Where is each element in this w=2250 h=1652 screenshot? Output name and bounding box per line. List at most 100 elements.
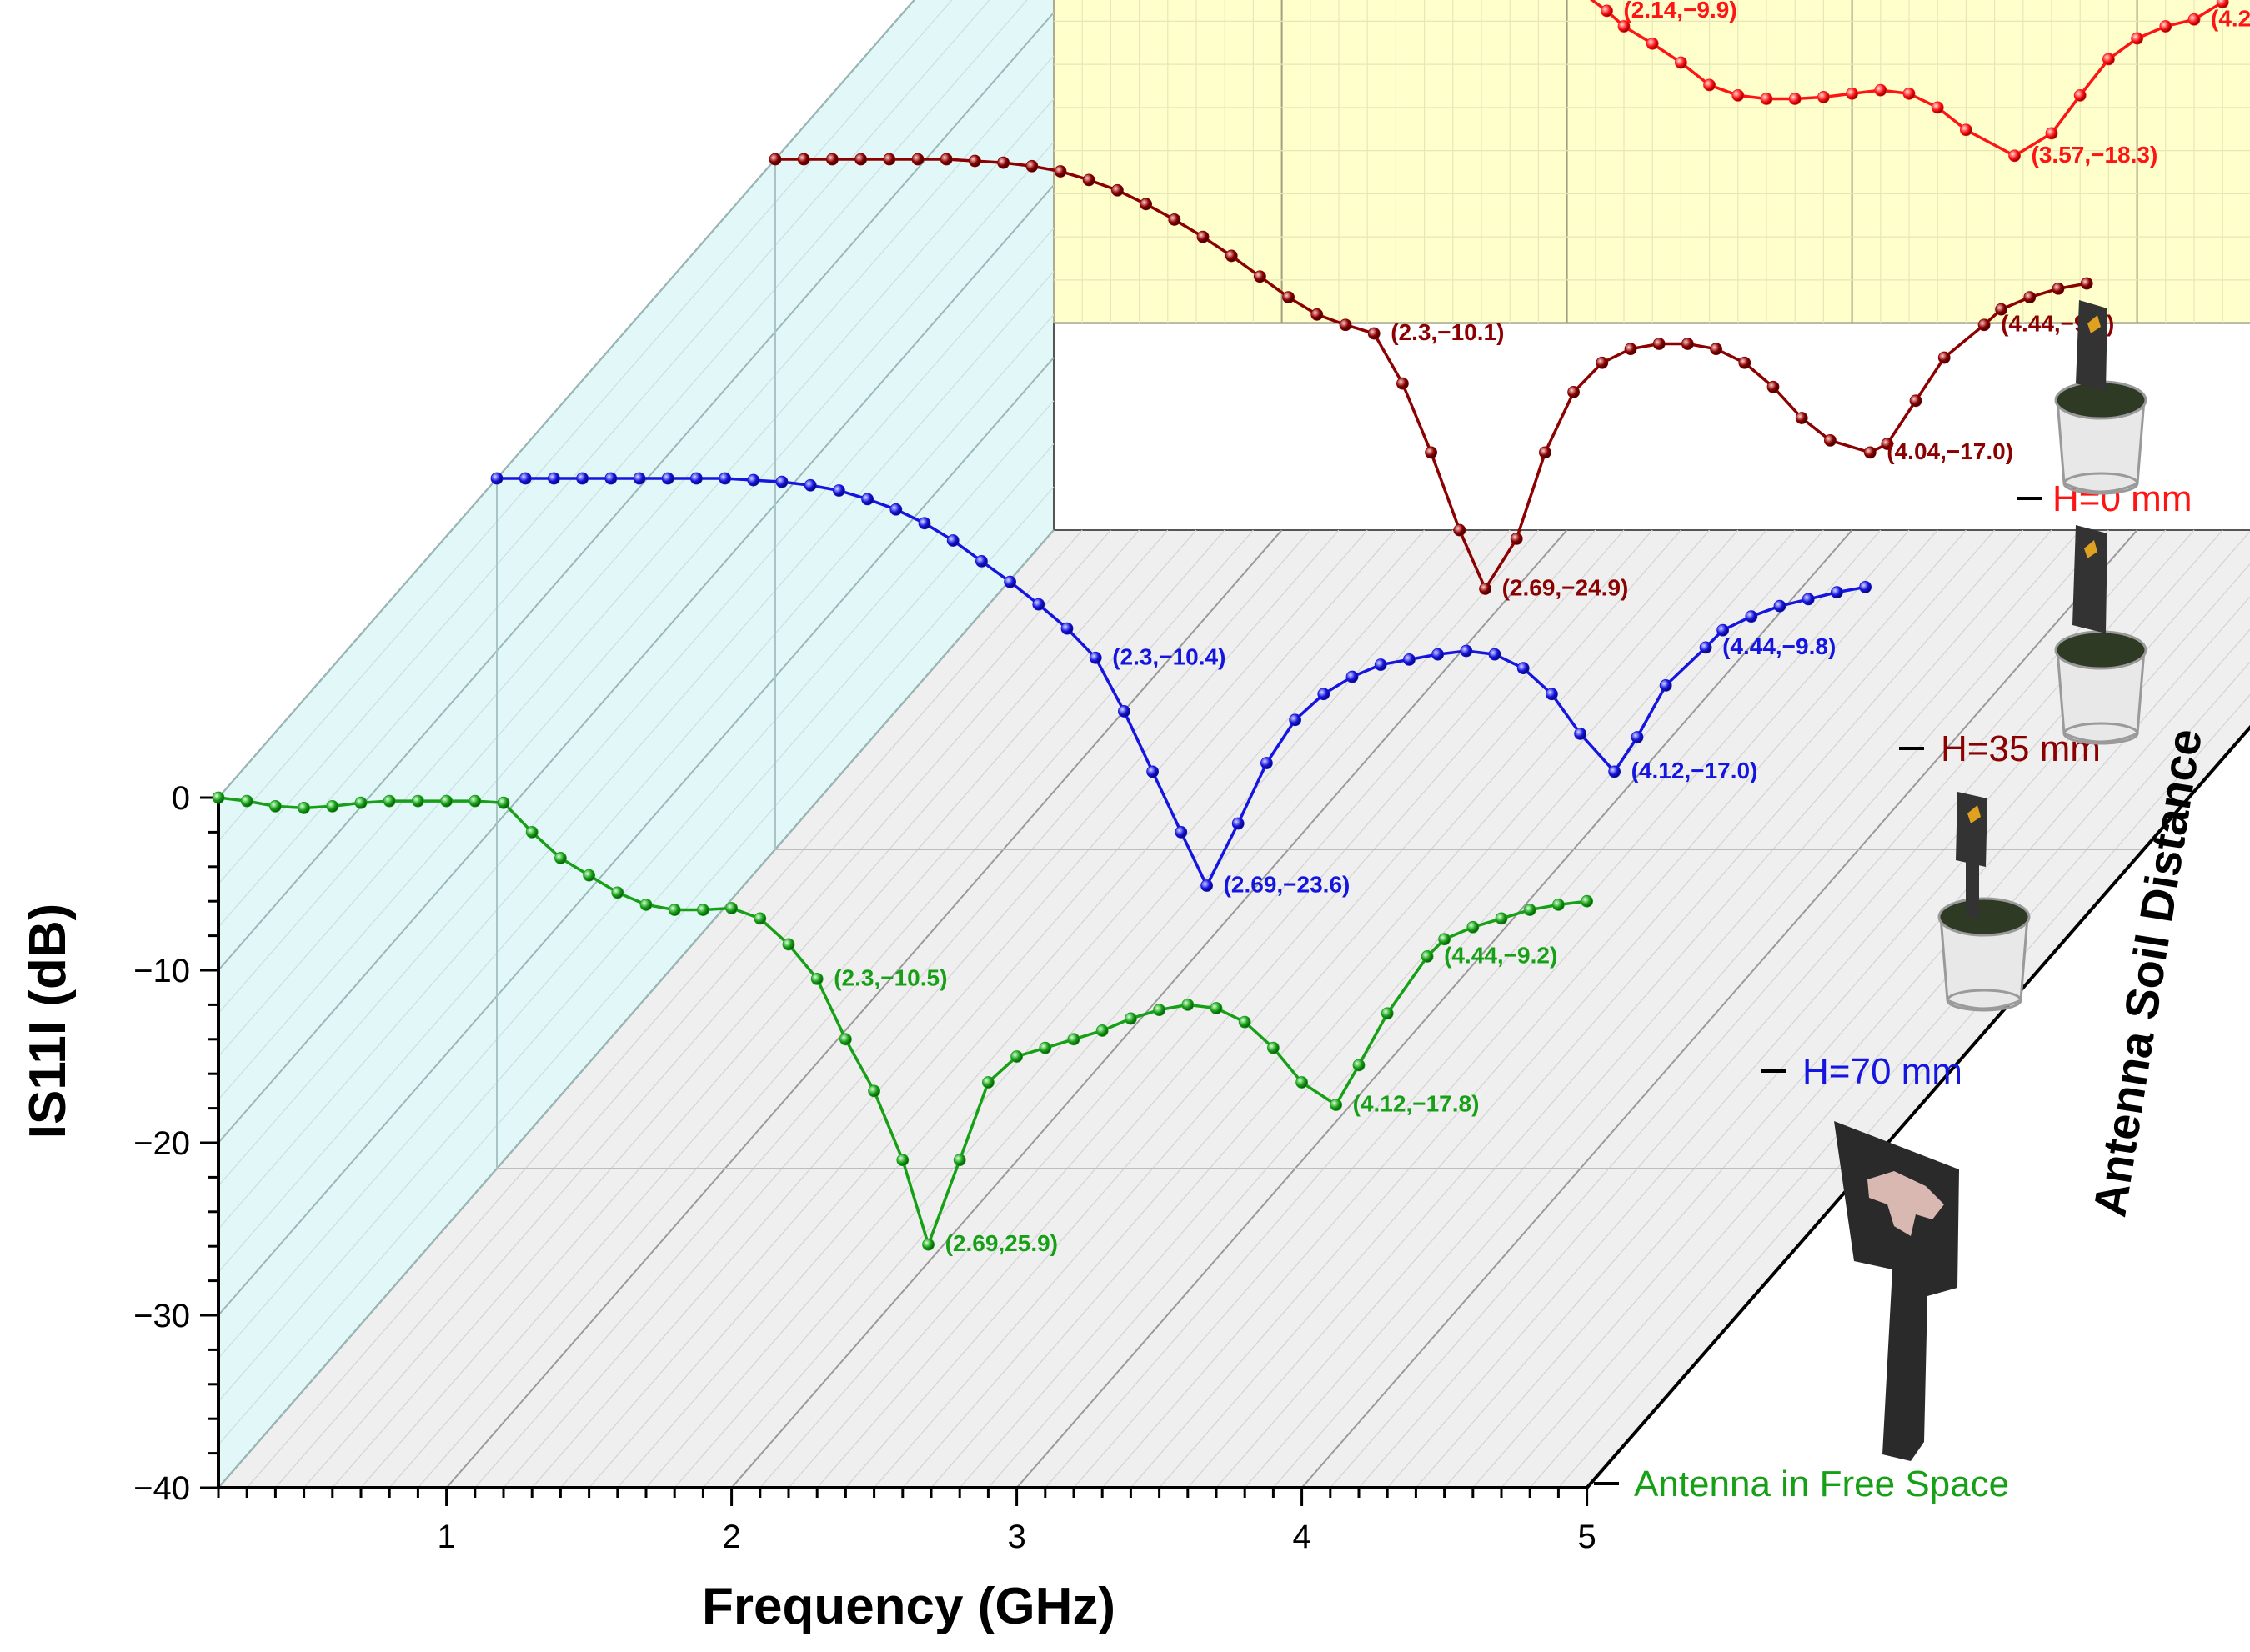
floor-gridline	[1330, 529, 2167, 1489]
y-tick-label: −20	[133, 1125, 190, 1162]
data-point	[1567, 386, 1580, 398]
data-point	[497, 796, 510, 809]
data-point	[1523, 904, 1536, 916]
data-point	[1977, 318, 1991, 332]
x-tick-label: 2	[722, 1519, 740, 1555]
side-gridline	[218, 313, 1055, 1273]
data-point	[1652, 338, 1666, 350]
data-point	[2052, 282, 2065, 295]
floor-gridline	[730, 529, 1568, 1489]
side-gridline	[218, 400, 1055, 1359]
data-point	[1289, 713, 1301, 727]
data-point	[797, 153, 810, 166]
data-point	[1438, 933, 1451, 946]
data-point	[2102, 53, 2115, 66]
data-point	[1431, 648, 1444, 661]
data-point	[1425, 446, 1437, 459]
data-point	[854, 153, 867, 166]
data-point	[1345, 670, 1359, 683]
data-point	[1795, 412, 1808, 424]
data-point	[1025, 159, 1039, 173]
data-point	[661, 472, 674, 485]
floor-gridline	[930, 529, 1767, 1489]
data-point	[1539, 446, 1551, 459]
data-point	[1095, 1024, 1109, 1037]
data-point	[946, 534, 960, 547]
annotation-layer: (2.14,−9.9) (3.57,−18.3) (4.2,−10.4) (2.3,−…	[834, 0, 2250, 1256]
data-point	[1909, 394, 1922, 408]
floor-gridline	[559, 529, 1396, 1489]
data-point	[1125, 1012, 1137, 1025]
x-tick-label: 4	[1292, 1519, 1310, 1555]
data-point	[1196, 230, 1210, 243]
depth-label-h70: H=70 mm	[1802, 1051, 1962, 1092]
data-point	[1231, 817, 1245, 830]
data-point	[668, 904, 681, 916]
floor-gridline	[589, 529, 1426, 1489]
data-point	[298, 802, 311, 814]
floor-gridline	[1187, 529, 2024, 1489]
side-gridline	[218, 486, 1055, 1445]
data-point	[1773, 599, 1786, 613]
data-point	[1181, 999, 1195, 1011]
data-point	[326, 799, 339, 813]
data-point	[1959, 123, 1972, 137]
data-point	[1238, 1015, 1251, 1029]
floor-gridline	[987, 529, 1824, 1489]
data-point	[2023, 291, 2037, 304]
data-annotation: (2.3,−10.1)	[1391, 319, 1504, 345]
data-point	[1859, 581, 1872, 593]
floor-gridline	[902, 529, 1739, 1489]
data-point	[2008, 149, 2021, 163]
data-point	[1168, 213, 1181, 226]
data-point	[861, 493, 874, 506]
data-point	[548, 472, 560, 485]
data-point	[1267, 1041, 1280, 1054]
data-point	[883, 153, 896, 166]
series-antenna-in-free-space	[212, 791, 1593, 1251]
data-point	[1488, 648, 1501, 661]
data-point	[2080, 277, 2093, 290]
side-gridline	[218, 98, 1055, 1057]
data-point	[490, 472, 504, 485]
data-point	[782, 938, 795, 951]
data-point	[1874, 83, 1887, 97]
data-point	[1716, 623, 1730, 637]
data-point	[1766, 380, 1780, 393]
data-annotation: (4.12,−17.8)	[1353, 1090, 1480, 1116]
floor-gridline	[617, 529, 1454, 1489]
data-point	[719, 472, 731, 485]
data-point	[769, 153, 782, 166]
y-tick-label: −10	[133, 953, 190, 989]
data-point	[2045, 127, 2058, 140]
floor-gridline	[702, 529, 1539, 1489]
data-point	[839, 1033, 852, 1046]
data-annotation: (3.57,−18.3)	[2032, 142, 2158, 168]
data-point	[1823, 434, 1837, 447]
data-point	[1111, 183, 1124, 197]
data-point	[1146, 765, 1159, 778]
data-point	[1581, 894, 1593, 908]
data-point	[1738, 356, 1751, 369]
floor-gridline	[474, 529, 1311, 1489]
data-point	[997, 156, 1010, 169]
data-point	[1788, 93, 1802, 105]
floor-gridline	[759, 529, 1596, 1489]
data-point	[1352, 1059, 1366, 1072]
floor-gridline	[274, 529, 1111, 1489]
data-annotation: (2.14,−9.9)	[1623, 0, 1736, 23]
data-point	[1367, 327, 1381, 340]
data-point	[1089, 651, 1102, 664]
data-point	[1631, 731, 1644, 743]
y-tick-label: −30	[133, 1298, 190, 1334]
pot-image-h35	[2054, 525, 2147, 745]
data-point	[826, 153, 839, 166]
data-point	[1054, 165, 1067, 178]
side-gridline	[218, 529, 1055, 1489]
floor-gridline	[1501, 628, 2250, 1489]
data-point	[354, 796, 368, 809]
data-point	[240, 794, 253, 808]
y-tick-label: 0	[172, 780, 190, 817]
data-point	[212, 791, 225, 804]
data-point	[1339, 318, 1352, 332]
